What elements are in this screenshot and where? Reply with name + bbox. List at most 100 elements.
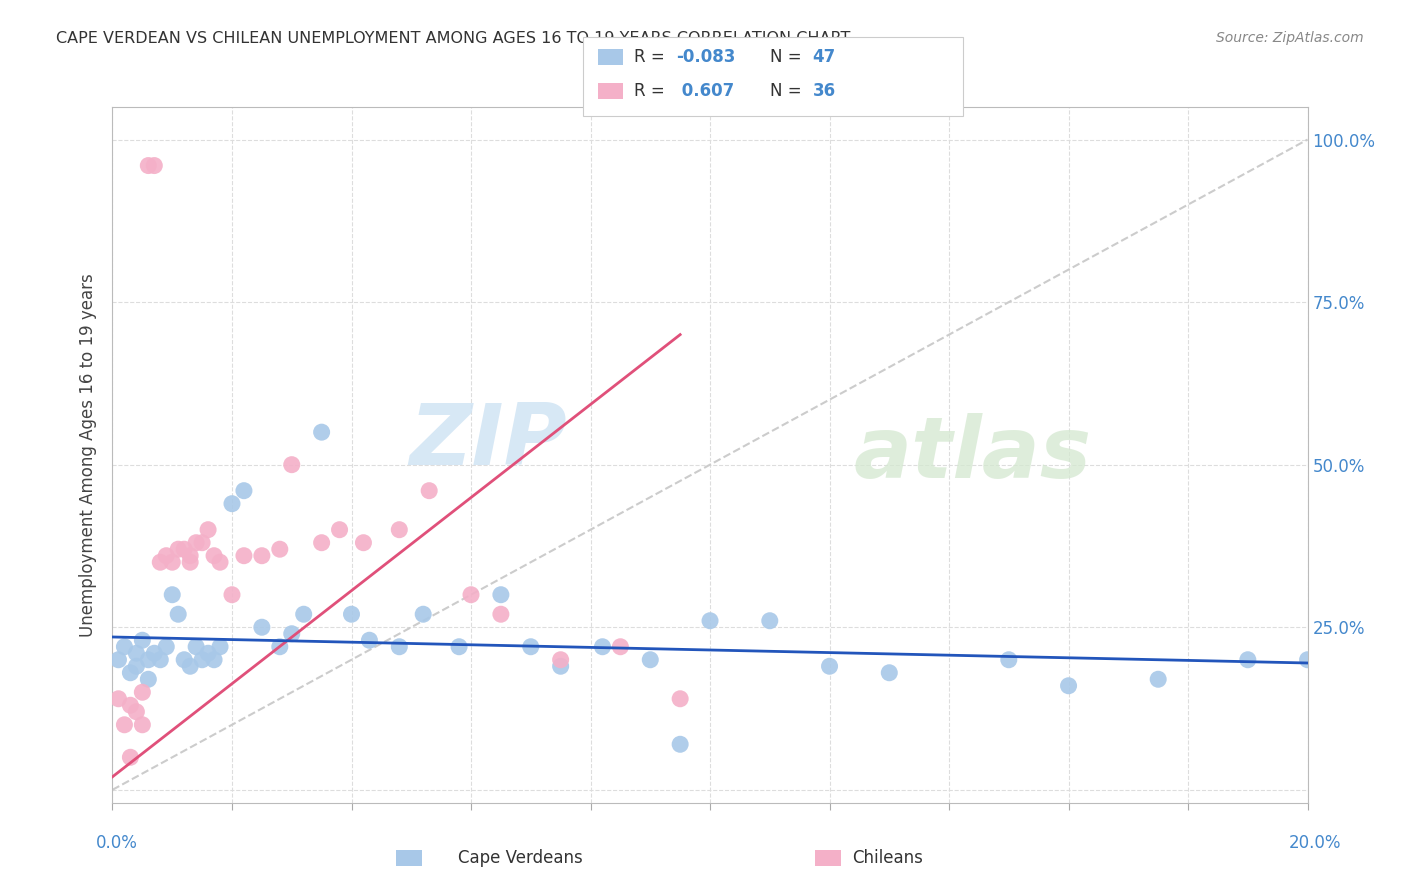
- Text: 20.0%: 20.0%: [1288, 834, 1341, 852]
- Point: [1147, 672, 1170, 686]
- Point: [669, 691, 692, 706]
- Text: 36: 36: [813, 82, 835, 100]
- Point: [311, 425, 333, 439]
- Point: [520, 640, 543, 654]
- Point: [447, 640, 470, 654]
- Point: [232, 549, 256, 563]
- Point: [388, 640, 411, 654]
- Point: [311, 535, 333, 549]
- Point: [281, 458, 304, 472]
- Text: Chileans: Chileans: [852, 849, 922, 867]
- Point: [818, 659, 841, 673]
- Point: [550, 653, 572, 667]
- Point: [120, 698, 142, 713]
- Point: [186, 535, 208, 549]
- Point: [191, 653, 214, 667]
- Point: [877, 665, 901, 680]
- Point: [125, 659, 148, 673]
- Point: [173, 653, 195, 667]
- Point: [638, 653, 662, 667]
- Point: [998, 653, 1021, 667]
- Point: [609, 640, 631, 654]
- Text: ZIP: ZIP: [409, 400, 567, 483]
- Text: -0.083: -0.083: [676, 48, 735, 66]
- Point: [138, 672, 160, 686]
- Point: [155, 640, 177, 654]
- Text: atlas: atlas: [853, 413, 1091, 497]
- Point: [592, 640, 614, 654]
- Text: N =: N =: [770, 48, 807, 66]
- Point: [352, 535, 374, 549]
- Text: 0.607: 0.607: [676, 82, 734, 100]
- Point: [232, 483, 256, 498]
- Point: [167, 542, 190, 557]
- Point: [759, 614, 782, 628]
- Point: [388, 523, 411, 537]
- Point: [120, 665, 142, 680]
- Point: [1057, 679, 1080, 693]
- Point: [125, 646, 148, 660]
- Point: [143, 159, 166, 173]
- Point: [125, 705, 148, 719]
- Text: N =: N =: [770, 82, 807, 100]
- Text: R =: R =: [634, 82, 671, 100]
- Point: [1296, 653, 1319, 667]
- Point: [328, 523, 352, 537]
- Point: [149, 555, 172, 569]
- Point: [107, 691, 129, 706]
- Point: [167, 607, 190, 622]
- Point: [143, 646, 166, 660]
- Point: [1237, 653, 1260, 667]
- Point: [208, 640, 231, 654]
- Point: [202, 549, 225, 563]
- Point: [550, 659, 572, 673]
- Point: [155, 549, 177, 563]
- Point: [412, 607, 434, 622]
- Text: R =: R =: [634, 48, 671, 66]
- Point: [186, 640, 208, 654]
- Point: [162, 588, 183, 602]
- Point: [489, 607, 512, 622]
- Text: Source: ZipAtlas.com: Source: ZipAtlas.com: [1216, 31, 1364, 45]
- Point: [114, 640, 135, 654]
- Point: [131, 633, 153, 648]
- Point: [173, 542, 195, 557]
- Point: [269, 542, 291, 557]
- Point: [281, 626, 304, 640]
- Point: [669, 737, 692, 751]
- Point: [418, 483, 440, 498]
- Point: [460, 588, 482, 602]
- Point: [107, 653, 129, 667]
- Point: [197, 646, 219, 660]
- Text: 0.0%: 0.0%: [96, 834, 138, 852]
- Point: [359, 633, 381, 648]
- Point: [221, 588, 243, 602]
- Point: [120, 750, 142, 764]
- Point: [131, 718, 153, 732]
- Point: [250, 549, 273, 563]
- Point: [221, 497, 243, 511]
- Text: CAPE VERDEAN VS CHILEAN UNEMPLOYMENT AMONG AGES 16 TO 19 YEARS CORRELATION CHART: CAPE VERDEAN VS CHILEAN UNEMPLOYMENT AMO…: [56, 31, 851, 46]
- Point: [202, 653, 225, 667]
- Point: [197, 523, 219, 537]
- Point: [340, 607, 363, 622]
- Text: 47: 47: [813, 48, 837, 66]
- Point: [149, 653, 172, 667]
- Point: [138, 653, 160, 667]
- Point: [250, 620, 273, 634]
- Point: [179, 555, 201, 569]
- Point: [179, 549, 201, 563]
- Point: [292, 607, 315, 622]
- Point: [489, 588, 512, 602]
- Point: [162, 555, 183, 569]
- Point: [131, 685, 153, 699]
- Point: [208, 555, 231, 569]
- Point: [699, 614, 721, 628]
- Point: [138, 159, 160, 173]
- Point: [179, 659, 201, 673]
- Point: [114, 718, 135, 732]
- Point: [191, 535, 214, 549]
- Text: Cape Verdeans: Cape Verdeans: [458, 849, 583, 867]
- Point: [269, 640, 291, 654]
- Y-axis label: Unemployment Among Ages 16 to 19 years: Unemployment Among Ages 16 to 19 years: [79, 273, 97, 637]
